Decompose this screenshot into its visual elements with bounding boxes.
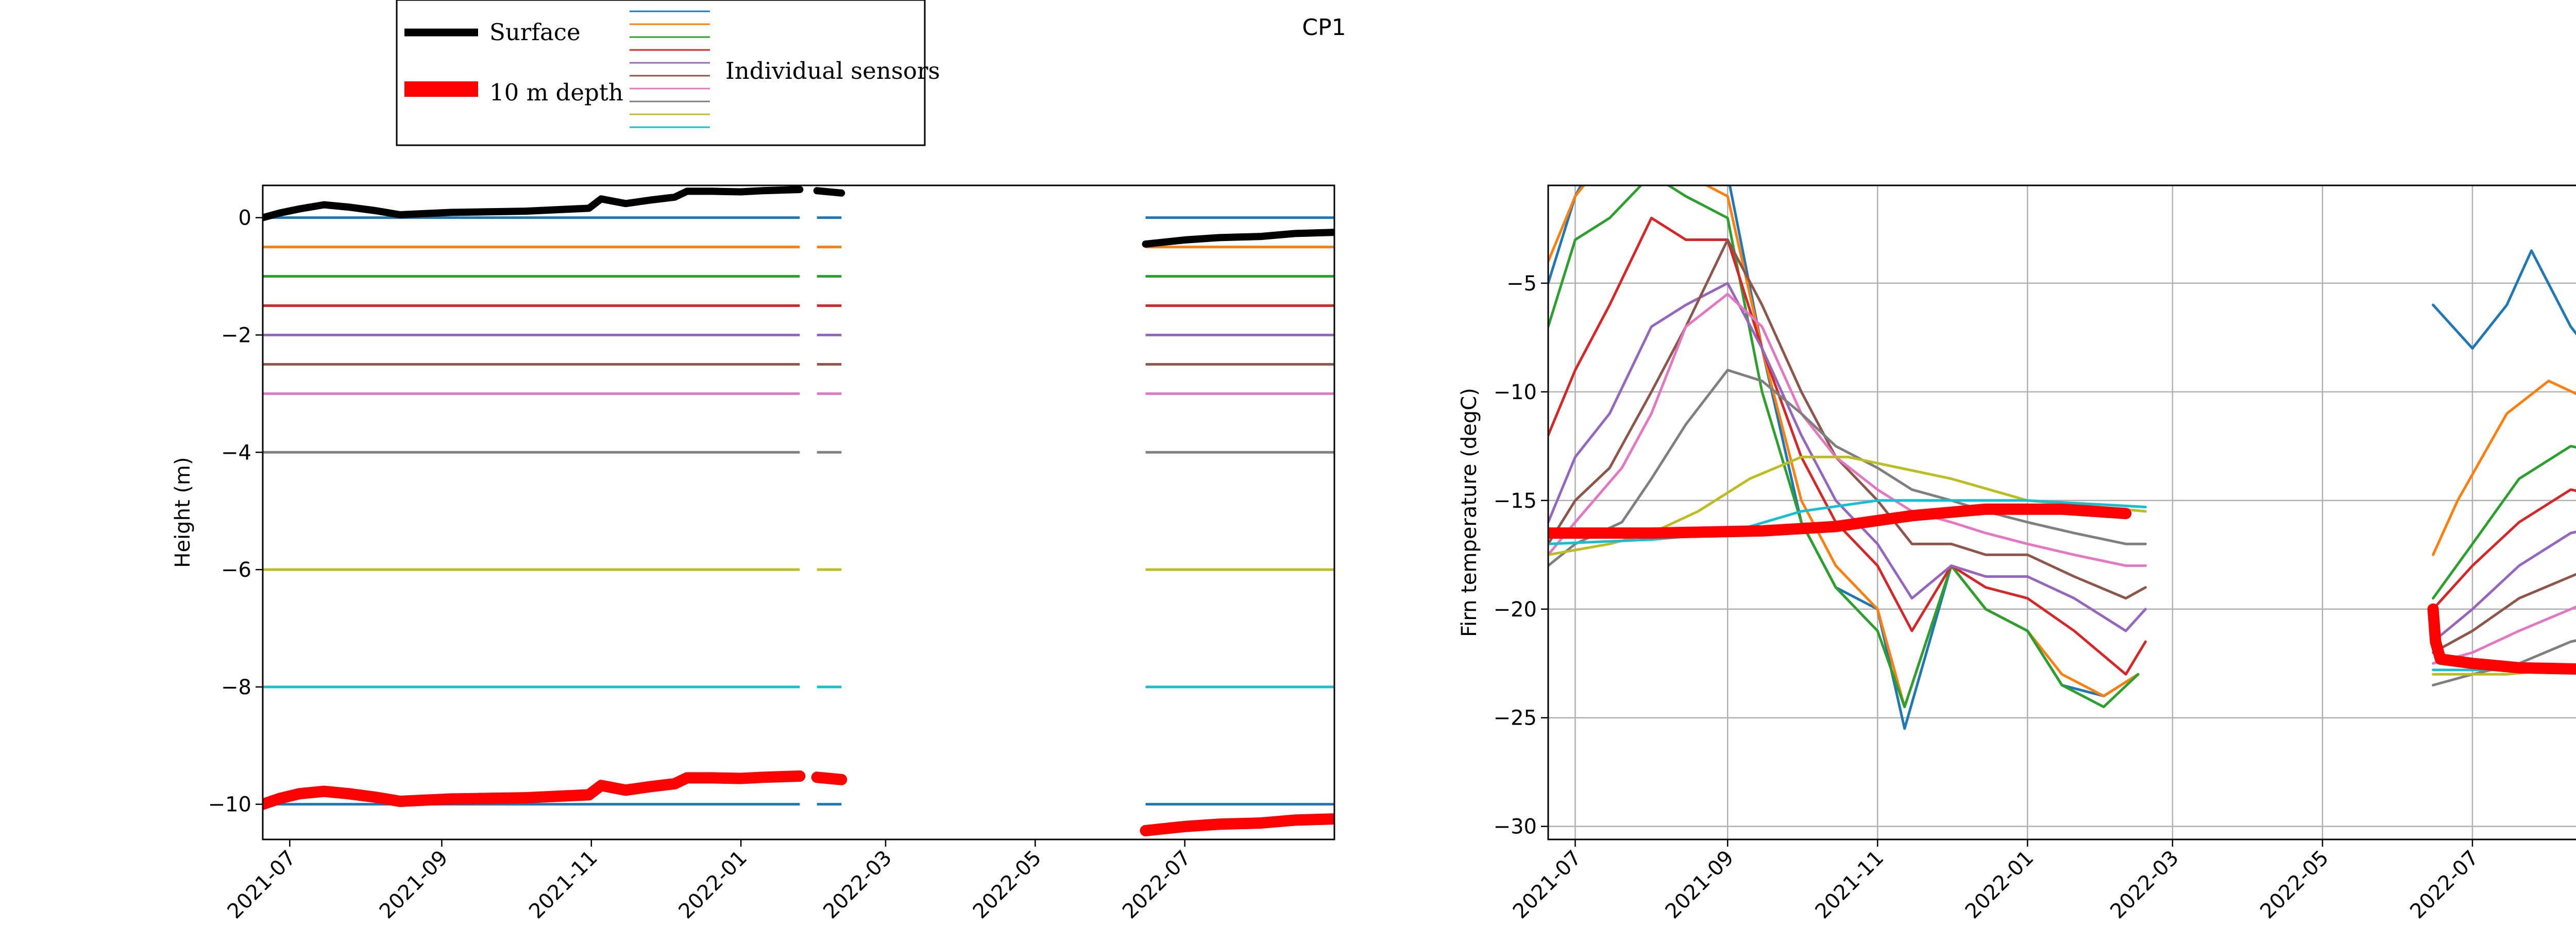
legend: Surface 10 m depth Individual sensors <box>396 0 940 146</box>
height-chart-y-ticks: 0 −2 −4 −6 −8 −10 <box>208 207 263 817</box>
x-tick-label: 2022-03 <box>819 846 896 924</box>
series-line-sensor <box>1548 238 2576 654</box>
series-line-sensor <box>1548 185 2576 709</box>
x-tick-label: 2022-05 <box>969 846 1046 924</box>
y-tick-label: −6 <box>221 558 251 582</box>
series-line-sensor <box>1548 282 2576 643</box>
y-tick-label: 0 <box>239 207 251 230</box>
y-tick-label: −25 <box>1494 707 1537 730</box>
y-tick-label: −30 <box>1494 815 1537 839</box>
firn-temperature-chart: 2021-07 2021-09 2021-11 2022-01 2022-03 2022-… <box>1458 184 2576 923</box>
temperature-chart-axes-frame <box>1547 184 2576 840</box>
temperature-chart-y-ticks: −5 −10 −15 −20 −25 −30 <box>1494 272 1548 839</box>
temperature-chart-ylabel: Firn temperature (degC) <box>1458 388 1481 637</box>
series-line-sensor <box>1548 216 2576 676</box>
x-tick-label: 2021-11 <box>524 846 602 924</box>
height-chart-ylabel: Height (m) <box>171 457 195 568</box>
series-line-10m-depth <box>1548 503 2576 675</box>
figure-title: CP1 <box>1302 14 1346 41</box>
series-line-10m-depth <box>263 770 1334 836</box>
series-line-sensor <box>1548 185 2576 730</box>
temperature-chart-grid <box>1548 185 2576 839</box>
x-tick-label: 2022-01 <box>674 846 752 924</box>
height-chart-axes-frame <box>262 184 1335 840</box>
x-tick-label: 2022-07 <box>2405 846 2483 924</box>
y-tick-label: −2 <box>221 323 251 347</box>
x-tick-label: 2021-11 <box>1811 846 1889 924</box>
legend-sensors-label: Individual sensors <box>725 57 940 84</box>
series-line-sensor <box>1548 499 2576 672</box>
x-tick-label: 2022-03 <box>2106 846 2183 924</box>
y-tick-label: −10 <box>208 793 251 817</box>
x-tick-label: 2021-07 <box>1509 846 1586 924</box>
legend-sensor-swatches <box>630 10 710 128</box>
y-tick-label: −10 <box>1494 381 1537 404</box>
legend-depth-label: 10 m depth <box>489 79 623 106</box>
series-line-surface <box>263 186 1334 248</box>
y-tick-label: −4 <box>221 441 251 465</box>
series-line-sensor <box>1548 293 2576 665</box>
height-chart: 2021-07 2021-09 2021-11 2022-01 2022-03 2022-… <box>171 184 1335 923</box>
x-tick-label: 2021-07 <box>223 846 301 924</box>
y-tick-label: −5 <box>1506 272 1537 296</box>
y-tick-label: −20 <box>1494 598 1537 622</box>
x-tick-label: 2022-07 <box>1118 846 1196 924</box>
height-chart-marks <box>263 186 1334 836</box>
series-line-sensor <box>1548 455 2576 676</box>
legend-surface-label: Surface <box>489 19 581 46</box>
x-tick-label: 2022-05 <box>2256 846 2333 924</box>
temperature-chart-x-ticks: 2021-07 2021-09 2021-11 2022-01 2022-03 2022-… <box>1509 839 2483 923</box>
y-tick-label: −15 <box>1494 489 1537 513</box>
height-chart-x-ticks: 2021-07 2021-09 2021-11 2022-01 2022-03 2022-… <box>223 839 1196 923</box>
temperature-chart-marks <box>1548 185 2576 730</box>
x-tick-label: 2022-01 <box>1961 846 2039 924</box>
y-tick-label: −8 <box>221 676 251 699</box>
series-line-sensor <box>1548 185 2576 709</box>
x-tick-label: 2021-09 <box>375 846 453 924</box>
x-tick-label: 2021-09 <box>1661 846 1739 924</box>
